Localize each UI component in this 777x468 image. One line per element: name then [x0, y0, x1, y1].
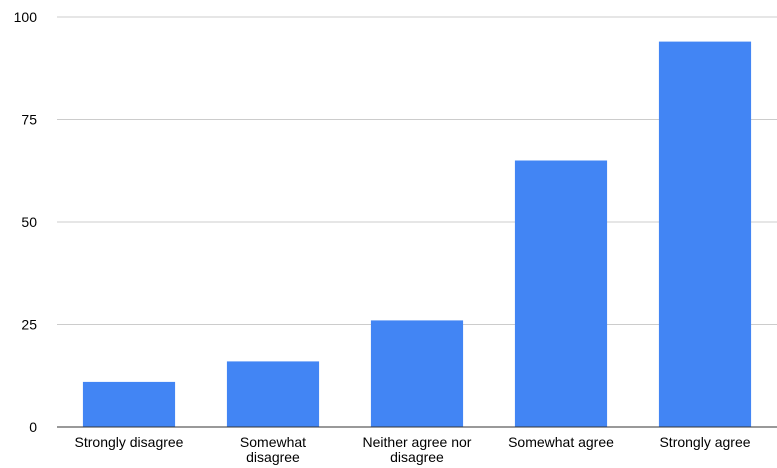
x-tick-label-line: Strongly agree — [659, 434, 750, 450]
x-axis-category-labels: Strongly disagree Somewhat disagreeNeither… — [75, 434, 751, 465]
x-tick-label: Neither agree nor disagree — [363, 434, 472, 465]
x-tick-label-line: Somewhat agree — [508, 434, 614, 450]
y-tick-label: 100 — [14, 9, 38, 25]
y-tick-label: 0 — [29, 419, 37, 435]
bar — [82, 381, 176, 427]
x-tick-label-line: Strongly disagree — [75, 434, 184, 450]
x-tick-label: Strongly agree — [659, 434, 750, 450]
x-tick-label-line: Neither agree nor — [363, 434, 472, 450]
y-tick-label: 75 — [21, 112, 37, 128]
x-tick-label-line: disagree — [246, 449, 300, 465]
y-tick-label: 25 — [21, 317, 37, 333]
x-tick-label-line: Somewhat — [240, 434, 306, 450]
bar — [226, 361, 320, 427]
bars — [82, 41, 752, 427]
x-tick-label: Strongly disagree — [75, 434, 184, 450]
y-axis-tick-labels: 0 25 50 75 100 — [14, 9, 38, 435]
x-tick-label: Somewhat disagree — [240, 434, 306, 465]
x-tick-label: Somewhat agree — [508, 434, 614, 450]
y-tick-label: 50 — [21, 214, 37, 230]
bar — [370, 320, 464, 427]
x-tick-label-line: disagree — [390, 449, 444, 465]
bar — [658, 41, 752, 427]
bar — [514, 160, 608, 427]
